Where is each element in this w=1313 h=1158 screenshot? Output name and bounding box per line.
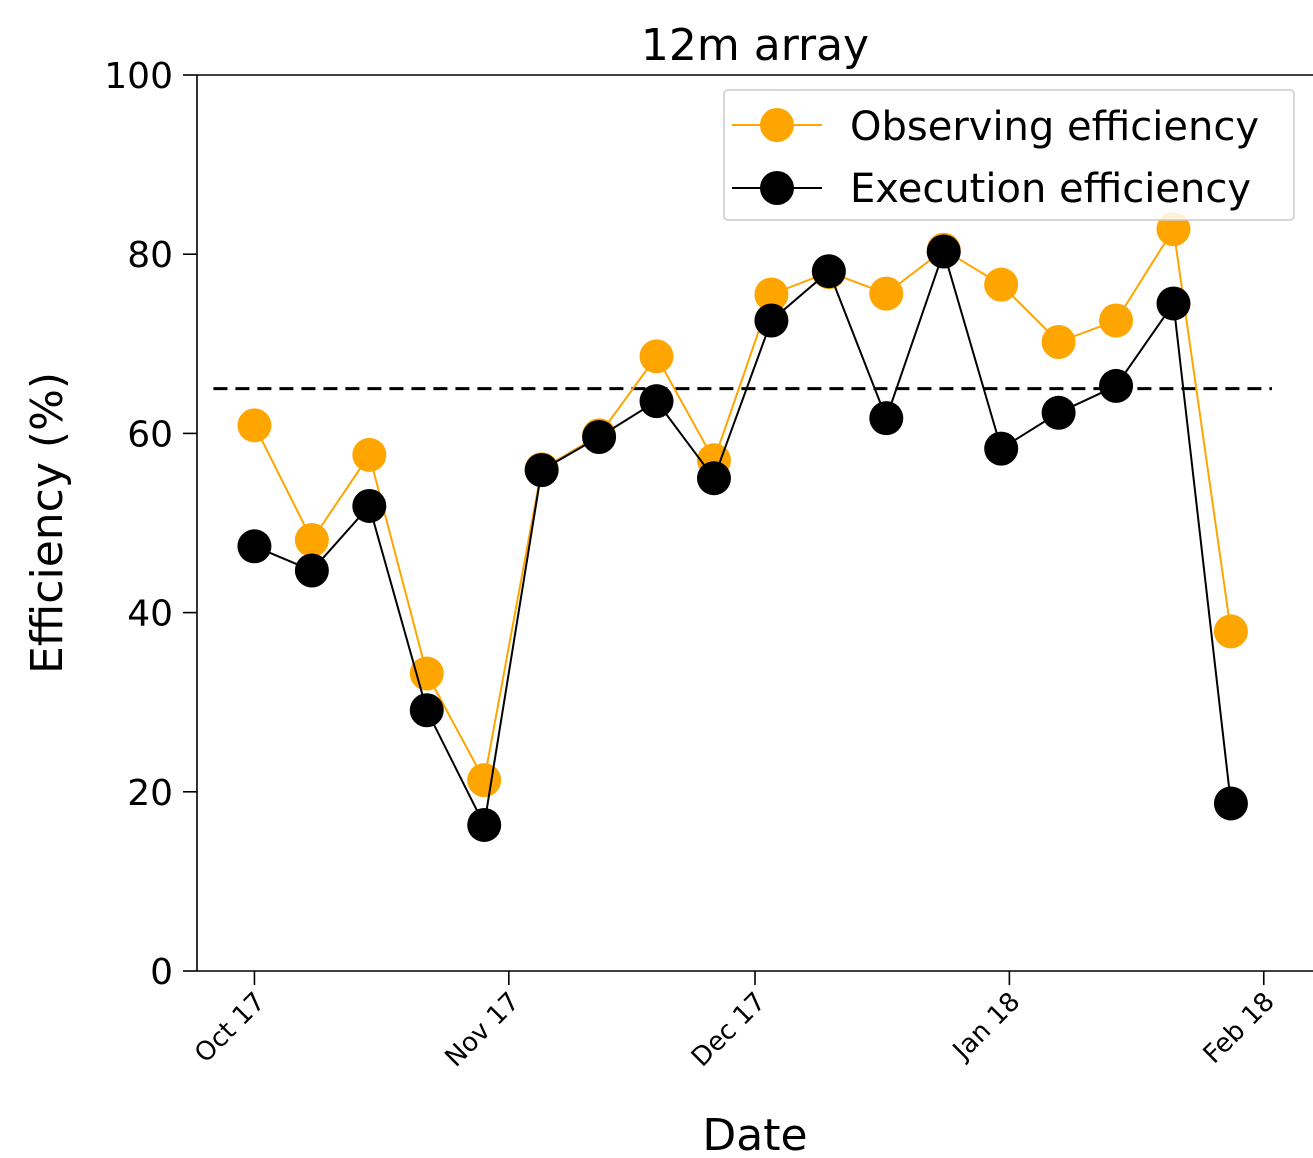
execution-efficiency-point (467, 807, 502, 842)
execution-efficiency-point (1041, 395, 1076, 430)
execution-efficiency-point (984, 431, 1019, 466)
legend-marker-observing (760, 108, 794, 142)
observing-efficiency-line (253, 226, 1232, 784)
y-tick-label: 60 (127, 414, 173, 455)
legend: Observing efficiency Execution efficienc… (723, 89, 1295, 221)
observing-efficiency-point (869, 276, 904, 311)
legend-label-execution: Execution efficiency (850, 166, 1251, 212)
legend-label-observing: Observing efficiency (850, 104, 1259, 150)
execution-efficiency-point (926, 234, 961, 269)
legend-box (723, 89, 1295, 221)
observing-efficiency-point (237, 408, 272, 443)
execution-efficiency-point (1099, 368, 1134, 403)
x-tick-label: Nov 17 (439, 987, 525, 1073)
x-tick-label: Feb 18 (1198, 987, 1281, 1070)
execution-efficiency-line (254, 248, 1232, 829)
execution-efficiency-point (639, 384, 674, 419)
x-tick-label: Oct 17 (189, 987, 271, 1069)
execution-efficiency-point (582, 419, 617, 454)
legend-marker-execution (760, 171, 794, 205)
execution-efficiency-point (524, 453, 559, 488)
y-tick-label: 0 (150, 952, 173, 993)
x-axis-label: Date (702, 1110, 807, 1158)
execution-efficiency-point (754, 303, 789, 338)
execution-efficiency-point (811, 254, 846, 289)
x-tick-label: Dec 17 (686, 987, 772, 1073)
execution-efficiency-point (237, 529, 272, 564)
observing-efficiency-point (639, 339, 674, 374)
execution-efficiency-point (294, 553, 329, 588)
execution-efficiency-point (869, 401, 904, 436)
observing-efficiency-point (1041, 325, 1076, 360)
observing-efficiency-point (754, 277, 789, 312)
observing-efficiency-point (1099, 303, 1134, 338)
y-axis-label: Efficiency (%) (22, 372, 73, 674)
observing-efficiency-point (352, 437, 387, 472)
y-tick-label: 40 (127, 594, 173, 635)
observing-efficiency-point (467, 763, 502, 798)
execution-efficiency-point (352, 488, 387, 523)
execution-efficiency-point (409, 693, 444, 728)
execution-efficiency-point (1213, 786, 1248, 821)
execution-efficiency-point (1156, 286, 1191, 321)
observing-efficiency-point (1213, 614, 1248, 649)
y-tick-label: 100 (104, 56, 173, 97)
execution-efficiency-point (696, 461, 731, 496)
x-tick-label: Jan 18 (946, 987, 1026, 1067)
observing-efficiency-point (409, 656, 444, 691)
y-tick-label: 20 (127, 773, 173, 814)
y-tick-label: 80 (127, 235, 173, 276)
observing-efficiency-point (294, 523, 329, 558)
chart-title: 12m array (641, 20, 869, 71)
observing-efficiency-point (984, 267, 1019, 302)
